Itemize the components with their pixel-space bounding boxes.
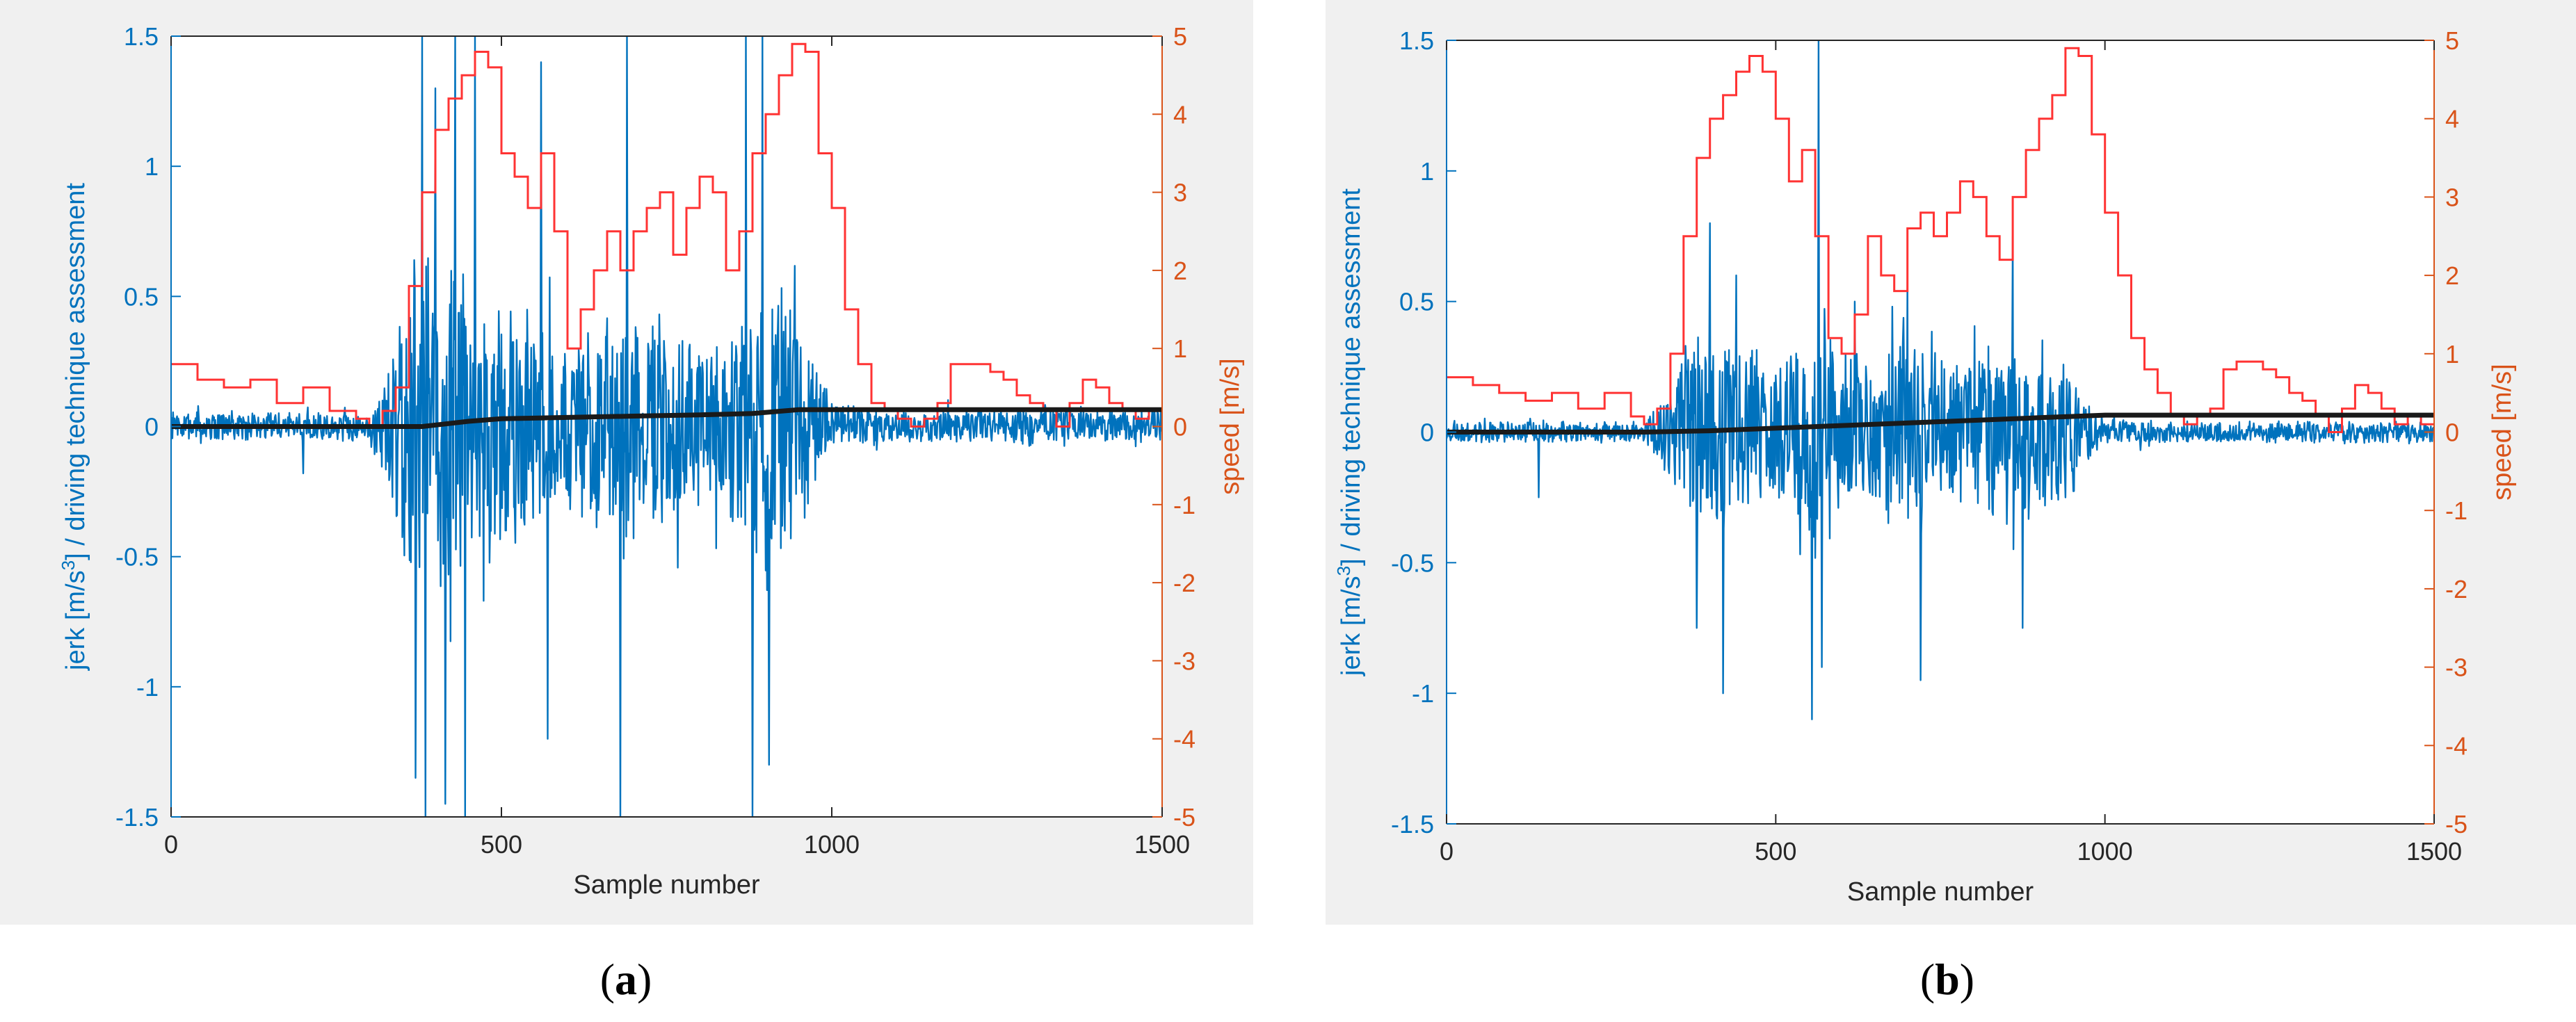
y-right-tick-label: 1	[1173, 334, 1187, 363]
y-left-tick-label: 1.5	[124, 22, 159, 51]
y-left-label-suffix: ] / driving technique assessment	[61, 183, 90, 560]
y-right-tick-label: -5	[2445, 810, 2468, 838]
y-right-tick-label: 1	[2445, 340, 2459, 368]
y-left-axis-label: jerk [m/s3] / driving technique assessme…	[1333, 188, 1366, 676]
y-left-axis-label: jerk [m/s3] / driving technique assessme…	[58, 183, 90, 671]
y-left-tick-label: 0.5	[124, 282, 159, 311]
y-left-tick-label: -0.5	[115, 543, 159, 571]
y-right-tick-label: 2	[1173, 257, 1187, 285]
caption-close-paren: )	[1960, 955, 1974, 1004]
y-right-tick-label: -2	[1173, 569, 1196, 597]
caption-close-paren: )	[637, 955, 652, 1004]
y-left-tick-label: 0	[1420, 419, 1434, 447]
y-left-tick-label: 0	[145, 413, 159, 441]
x-tick-label: 0	[1440, 837, 1454, 866]
x-tick-label: 1000	[2077, 837, 2133, 866]
y-right-tick-label: -4	[2445, 731, 2468, 760]
y-left-label-superscript: 3	[58, 560, 79, 570]
chart-panel-b: 0 500 1000 1500 -1.5 -1 -0.5 0 0.5 1 1.5 -5 -4 -3 -2 -1…	[1326, 0, 2576, 1004]
plot-lines	[171, 36, 1162, 817]
y-left-label-prefix: jerk [m/s	[1337, 576, 1366, 676]
x-tick-label: 0	[164, 830, 178, 859]
y-left-tick-label: -1.5	[115, 803, 159, 832]
y-right-axis-label: speed [m/s]	[2488, 364, 2517, 500]
x-axis-label: Sample number	[573, 870, 760, 900]
y-right-tick-label: 3	[1173, 179, 1187, 207]
y-left-label-superscript: 3	[1333, 566, 1354, 576]
x-tick-label: 1000	[804, 830, 860, 859]
assessment-series-line	[1447, 412, 2434, 435]
y-left-tick-label: -0.5	[1391, 549, 1434, 577]
x-tick-label: 500	[1755, 837, 1796, 866]
y-left-tick-label: 1	[1420, 157, 1434, 186]
speed-series-line	[1447, 47, 2434, 433]
speed-series-line	[171, 42, 1162, 428]
x-axis-label: Sample number	[1847, 877, 2034, 907]
y-right-tick-label: -3	[1173, 647, 1196, 675]
y-right-tick-label: 2	[2445, 261, 2459, 290]
y-right-tick-label: -2	[2445, 575, 2468, 603]
caption-letter: b	[1935, 955, 1960, 1004]
y-right-tick-label: 3	[2445, 183, 2459, 211]
y-right-tick-label: 0	[1173, 413, 1187, 441]
assessment-series-line	[171, 407, 1162, 429]
y-right-tick-label: 0	[2445, 419, 2459, 447]
y-left-label-prefix: jerk [m/s	[61, 570, 90, 671]
y-right-axis-label: speed [m/s]	[1216, 358, 1245, 494]
y-right-tick-label: -3	[2445, 654, 2468, 682]
y-left-tick-label: 0.5	[1399, 288, 1434, 316]
caption-open-paren: (	[600, 955, 615, 1004]
panel-caption: (b)	[1920, 955, 1974, 1004]
y-right-tick-label: 4	[1173, 100, 1187, 129]
panel-caption: (a)	[600, 955, 652, 1004]
y-right-tick-label: -1	[2445, 496, 2468, 525]
y-left-tick-label: -1.5	[1391, 810, 1434, 838]
plot-lines	[1447, 40, 2434, 720]
y-right-tick-label: -5	[1173, 803, 1196, 832]
x-tick-label: 1500	[1134, 830, 1190, 859]
y-left-tick-label: -1	[136, 673, 159, 701]
y-right-tick-label: 5	[1173, 22, 1187, 51]
caption-open-paren: (	[1920, 955, 1935, 1004]
y-left-tick-label: 1.5	[1399, 26, 1434, 55]
x-tick-label: 1500	[2406, 837, 2462, 866]
y-right-tick-label: -4	[1173, 725, 1196, 754]
y-right-tick-label: 5	[2445, 26, 2459, 55]
y-right-tick-label: -1	[1173, 491, 1196, 519]
y-right-tick-label: 4	[2445, 105, 2459, 133]
x-tick-label: 500	[481, 830, 522, 859]
y-left-tick-label: -1	[1412, 679, 1434, 708]
y-left-tick-label: 1	[145, 152, 159, 181]
jerk-series-line	[171, 36, 1162, 817]
caption-letter: a	[615, 955, 637, 1004]
y-left-label-suffix: ] / driving technique assessment	[1337, 188, 1366, 566]
chart-panel-a: 0 500 1000 1500 -1.5 -1 -0.5 0 0.5 1 1.5 -5 -4 -3 -2 -1…	[0, 0, 1253, 1004]
